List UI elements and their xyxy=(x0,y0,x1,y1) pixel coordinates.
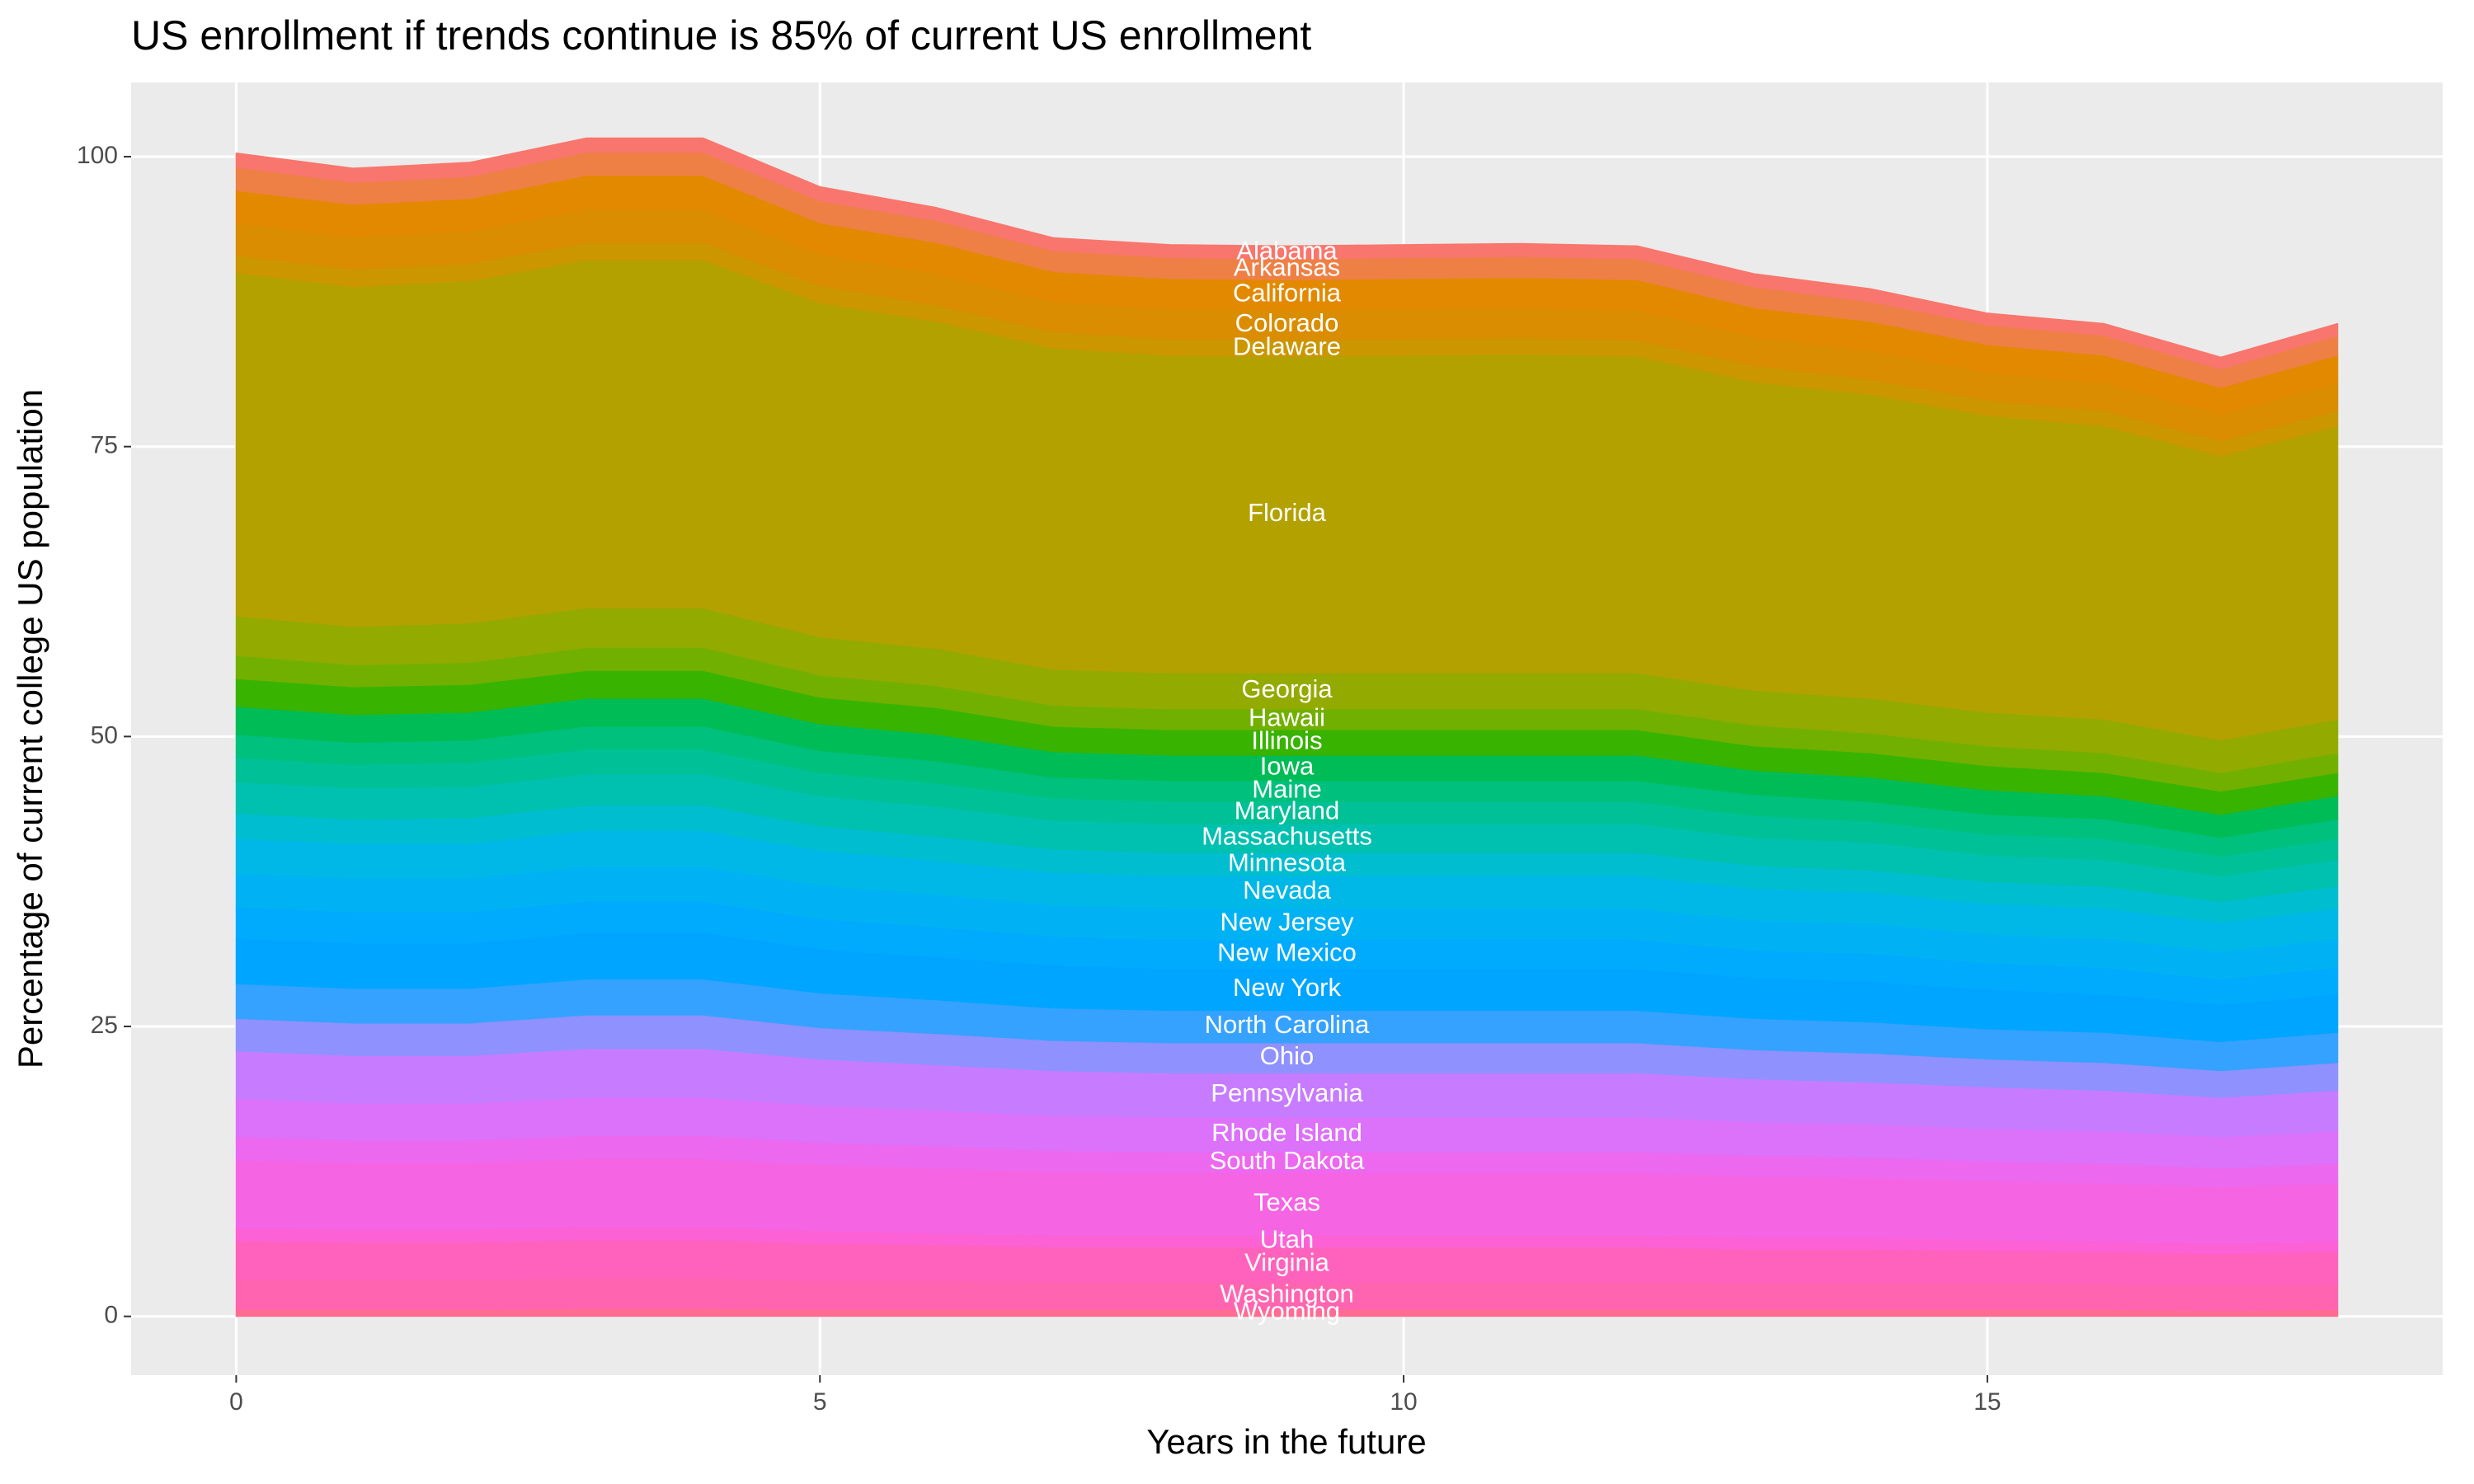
area-label: Maryland xyxy=(1235,796,1340,825)
x-tick-label: 10 xyxy=(1390,1388,1417,1416)
area-label: Nevada xyxy=(1243,876,1332,904)
x-tick-label: 0 xyxy=(229,1388,243,1416)
y-axis-title: Percentage of current college US populat… xyxy=(11,389,49,1068)
area xyxy=(235,137,2339,370)
area-label: Utah xyxy=(1260,1224,1314,1253)
area-label: Pennsylvania xyxy=(1211,1078,1363,1107)
y-tick-label: 25 xyxy=(91,1012,118,1039)
area-label: Massachusetts xyxy=(1202,822,1372,851)
area-label: Ohio xyxy=(1260,1041,1314,1070)
area-label: Rhode Island xyxy=(1211,1118,1362,1147)
area-label: Alabama xyxy=(1236,236,1338,265)
area-label: Illinois xyxy=(1251,726,1322,755)
area-label: Hawaii xyxy=(1249,702,1325,731)
y-tick-label: 75 xyxy=(91,432,118,459)
area-label: New Jersey xyxy=(1221,908,1354,937)
y-tick-label: 100 xyxy=(77,142,118,169)
area-label: New York xyxy=(1233,973,1341,1002)
area-label: North Carolina xyxy=(1205,1010,1371,1039)
area-label: Washington xyxy=(1220,1280,1354,1308)
area-label: Iowa xyxy=(1260,752,1315,781)
chart-title: US enrollment if trends continue is 85% … xyxy=(131,12,1311,59)
x-tick-label: 5 xyxy=(813,1388,827,1416)
area-label: Minnesota xyxy=(1228,848,1347,876)
area-label: Delaware xyxy=(1233,331,1341,360)
area-label: Georgia xyxy=(1241,674,1333,703)
area-label: Wyoming xyxy=(1234,1297,1340,1326)
area-label: New Mexico xyxy=(1217,937,1357,966)
x-tick-label: 15 xyxy=(1973,1388,2001,1416)
y-tick-label: 0 xyxy=(104,1302,118,1329)
area-label: Texas xyxy=(1253,1187,1320,1216)
area-label: Colorado xyxy=(1235,308,1339,337)
x-axis-title: Years in the future xyxy=(1146,1422,1426,1461)
area-label: South Dakota xyxy=(1210,1146,1366,1175)
y-tick-label: 50 xyxy=(91,721,118,749)
area-label: Virginia xyxy=(1244,1248,1330,1277)
area-label: California xyxy=(1233,279,1342,308)
axes: 0 25 50 75 100 0 5 10 15 xyxy=(77,142,2001,1416)
areas xyxy=(235,137,2339,1317)
area-label: Maine xyxy=(1252,775,1321,804)
area-label: Arkansas xyxy=(1234,253,1340,282)
area-label: Florida xyxy=(1248,498,1327,527)
